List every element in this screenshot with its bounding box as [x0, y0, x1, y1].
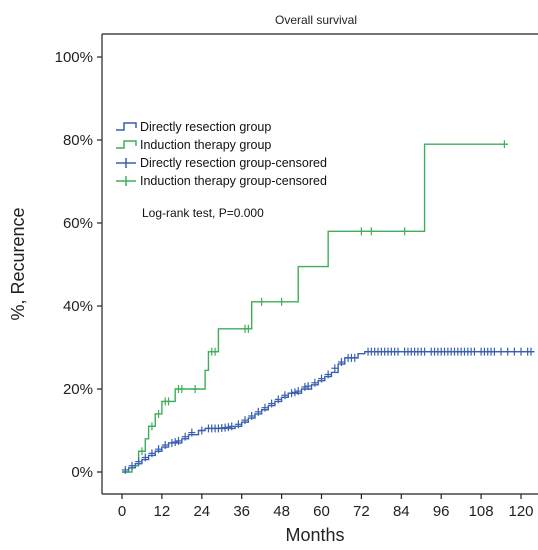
directly-censor-mark [161, 441, 169, 450]
directly-censor-mark [274, 395, 282, 404]
y-tick-label: 40% [63, 298, 93, 315]
x-tick-label: 24 [193, 503, 210, 520]
y-tick-label: 0% [71, 464, 93, 481]
y-axis-title: %, Recurence [8, 207, 28, 320]
directly-series-line [122, 350, 535, 473]
directly-censor-mark [470, 347, 478, 356]
directly-censor-mark [304, 382, 312, 391]
directly-censor-mark [517, 347, 525, 356]
directly-censor-mark [281, 391, 289, 400]
induction-censor-mark [401, 227, 409, 236]
axes: 0% 20% 40% 60% 80% 100% 0 12 24 36 48 60 72 84 96 108 12… [55, 33, 538, 520]
directly-censor-mark [155, 445, 163, 454]
induction-censor-mark [178, 385, 186, 393]
x-tick-label: 36 [233, 503, 250, 520]
directly-censor-mark [234, 420, 242, 429]
induction-censor-mark [211, 347, 219, 356]
x-tick-label: 72 [353, 503, 370, 520]
log-rank-annotation: Log-rank test, P=0.000 [142, 206, 264, 220]
y-tick-label: 60% [63, 215, 93, 232]
directly-censor-mark [128, 461, 136, 470]
directly-censor-mark [241, 416, 249, 425]
legend-label: Induction therapy group-censored [140, 174, 327, 188]
directly-censor-mark [261, 403, 269, 412]
induction-censor-mark [165, 397, 173, 406]
legend-item-induction-line: Induction therapy group [116, 138, 271, 152]
directly-censor-mark [171, 438, 179, 447]
directly-censor-mark [121, 465, 129, 474]
induction-censor-mark [500, 140, 508, 149]
induction-censor-mark [148, 422, 156, 431]
directly-censor-mark [254, 407, 262, 416]
directly-censor-mark [324, 370, 332, 379]
x-tick-label: 0 [118, 503, 126, 520]
x-tick-label: 84 [393, 503, 410, 520]
induction-series-line [122, 143, 508, 473]
legend-swatch [116, 122, 137, 131]
directly-censor-mark [141, 453, 149, 462]
y-tick-label: 100% [55, 49, 93, 66]
directly-censor-mark [168, 438, 176, 447]
directly-censor-mark [318, 374, 325, 383]
directly-censor-mark [394, 347, 402, 356]
induction-censor-mark [138, 447, 146, 456]
legend-item-directly-censor: Directly resection group-censored [116, 156, 327, 170]
directly-censor-mark [331, 364, 339, 373]
directly-censor-mark [490, 347, 498, 356]
legend-item-induction-censor: Induction therapy group-censored [116, 174, 327, 188]
directly-censor-mark [421, 347, 429, 356]
directly-censor-mark [175, 436, 183, 445]
series-lines [122, 143, 535, 473]
legend-item-directly-line: Directly resection group [116, 120, 271, 134]
induction-censor-mark [258, 297, 266, 306]
directly-censor-mark [248, 411, 256, 420]
x-tick-label: 120 [508, 503, 533, 520]
directly-censor-mark [224, 423, 232, 432]
directly-censor-mark [288, 389, 296, 398]
directly-censor-mark [311, 378, 319, 387]
directly-censor-mark [294, 387, 302, 396]
x-tick-label: 108 [469, 503, 494, 520]
directly-censor-mark [301, 382, 309, 391]
x-tick-label: 60 [313, 503, 330, 520]
directly-censor-mark [135, 457, 143, 466]
directly-censor-mark [148, 449, 156, 458]
censor-marks [121, 140, 535, 474]
induction-censor-mark [367, 227, 375, 236]
legend-label: Directly resection group-censored [140, 156, 327, 170]
induction-censor-mark [191, 385, 199, 393]
legend: Directly resection group Induction therap… [116, 120, 327, 188]
y-tick-label: 20% [63, 381, 93, 398]
directly-censor-mark [527, 347, 535, 356]
induction-censor-mark [357, 227, 365, 236]
directly-censor-mark [198, 426, 206, 435]
directly-censor-mark [337, 358, 345, 367]
directly-censor-mark [268, 399, 276, 408]
directly-censor-mark [351, 353, 359, 362]
directly-censor-mark [504, 347, 512, 356]
legend-label: Induction therapy group [140, 138, 271, 152]
directly-censor-mark [181, 432, 189, 441]
directly-censor-mark [291, 388, 299, 397]
induction-censor-mark [155, 409, 163, 418]
chart-title: Overall survival [275, 13, 357, 27]
directly-censor-mark [228, 422, 236, 431]
y-tick-label: 80% [63, 132, 93, 149]
x-axis-title: Months [285, 525, 344, 545]
legend-swatch [116, 140, 137, 149]
induction-censor-mark [244, 324, 252, 333]
legend-label: Directly resection group [140, 120, 271, 134]
directly-censor-mark [497, 347, 505, 356]
induction-censor-mark [278, 297, 286, 306]
x-tick-label: 48 [273, 503, 290, 520]
directly-censor-mark [510, 347, 518, 356]
directly-censor-mark [188, 428, 196, 437]
x-tick-label: 96 [433, 503, 450, 520]
x-tick-label: 12 [154, 503, 171, 520]
